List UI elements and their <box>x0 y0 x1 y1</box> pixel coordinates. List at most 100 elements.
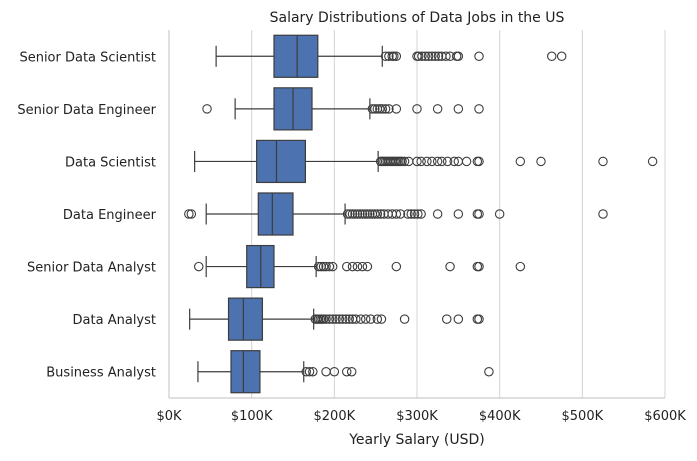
outlier-point <box>318 261 329 272</box>
outlier-point <box>461 156 472 167</box>
outlier-point <box>453 104 464 114</box>
outlier-point <box>484 366 494 377</box>
outlier-point <box>357 209 368 219</box>
box-group <box>202 87 484 131</box>
outlier-point <box>347 209 358 219</box>
outlier-point <box>329 366 340 377</box>
x-tick-label: $100K <box>231 409 273 424</box>
outlier-point <box>598 209 608 219</box>
outlier-point <box>420 51 431 62</box>
outlier-point <box>442 156 453 167</box>
outlier-point <box>474 104 484 114</box>
outlier-point <box>350 209 360 219</box>
y-tick-label: Senior Data Engineer <box>17 103 156 118</box>
outlier-point <box>377 104 388 114</box>
outlier-point <box>430 51 440 62</box>
outlier-point <box>357 261 368 272</box>
outlier-point <box>194 261 204 272</box>
outlier-point <box>351 314 361 324</box>
outlier-point <box>416 156 426 167</box>
outlier-point <box>355 209 365 219</box>
y-tick-label: Business Analyst <box>46 366 156 381</box>
outlier-point <box>376 314 387 324</box>
outlier-point <box>370 209 380 219</box>
x-tick-label: $500K <box>562 409 604 424</box>
outlier-point <box>321 366 331 377</box>
outlier-point <box>412 104 422 114</box>
outlier-point <box>399 314 410 324</box>
x-tick-label: $400K <box>479 409 521 424</box>
outlier-point <box>432 156 443 167</box>
outlier-point <box>391 104 402 114</box>
outlier-point <box>324 261 335 272</box>
outlier-point <box>432 209 443 219</box>
outlier-point <box>341 366 352 377</box>
outlier-point <box>365 209 375 219</box>
outlier-point <box>474 314 484 324</box>
x-tick-label: $600K <box>644 409 686 424</box>
x-tick-labels: $0K $100K $200K $300K $400K $500K $600K <box>156 409 686 424</box>
outlier-point <box>318 314 329 324</box>
outlier-point <box>494 209 505 219</box>
x-tick-label: $0K <box>156 409 182 424</box>
outlier-point <box>346 366 357 377</box>
outlier-point <box>413 51 424 62</box>
outlier-point <box>422 156 432 167</box>
outlier-point <box>441 51 451 62</box>
y-tick-label: Data Analyst <box>73 313 156 328</box>
box-group <box>194 139 658 184</box>
outlier-point <box>598 156 608 167</box>
outlier-point <box>304 366 315 377</box>
outlier-point <box>360 209 370 219</box>
outlier-point <box>334 314 345 324</box>
outlier-point <box>395 209 406 219</box>
outlier-point <box>453 209 464 219</box>
outlier-point <box>397 156 407 167</box>
outlier-point <box>337 314 348 324</box>
box-group <box>215 34 567 78</box>
y-tick-label: Data Engineer <box>63 208 157 223</box>
outlier-point <box>352 261 363 272</box>
outlier-point <box>327 261 338 272</box>
box-iqr <box>256 139 307 184</box>
outlier-point <box>536 156 546 167</box>
y-tick-label: Senior Data Analyst <box>27 261 156 276</box>
outlier-point <box>406 209 416 219</box>
chart-title: Salary Distributions of Data Jobs in the… <box>270 10 565 26</box>
outlier-point <box>372 209 383 219</box>
outlier-point <box>423 51 434 62</box>
outlier-point <box>433 51 444 62</box>
outlier-point <box>391 209 402 219</box>
outlier-point <box>453 314 464 324</box>
y-tick-label: Data Scientist <box>65 155 156 170</box>
outlier-point <box>442 314 452 324</box>
box-iqr <box>227 297 264 341</box>
outlier-point <box>474 209 484 219</box>
outlier-point <box>449 156 459 167</box>
outlier-point <box>453 51 464 62</box>
outlier-point <box>344 314 354 324</box>
outlier-point <box>341 314 351 324</box>
outlier-point <box>372 314 383 324</box>
outlier-point <box>474 261 484 272</box>
outlier-point <box>380 104 391 114</box>
box-group <box>189 297 484 341</box>
outlier-point <box>308 366 318 377</box>
outlier-point <box>362 209 373 219</box>
outlier-point <box>341 261 352 272</box>
outlier-point <box>427 51 437 62</box>
outlier-point <box>515 261 526 272</box>
outlier-point <box>184 209 194 219</box>
outlier-point <box>356 314 366 324</box>
outlier-point <box>360 314 371 324</box>
outlier-point <box>391 261 402 272</box>
box-iqr <box>273 34 319 78</box>
outlier-point <box>474 51 484 62</box>
outlier-point <box>437 156 447 167</box>
outlier-point <box>375 104 385 114</box>
outlier-point <box>370 104 380 114</box>
outlier-point <box>331 314 341 324</box>
outlier-point <box>342 209 353 219</box>
